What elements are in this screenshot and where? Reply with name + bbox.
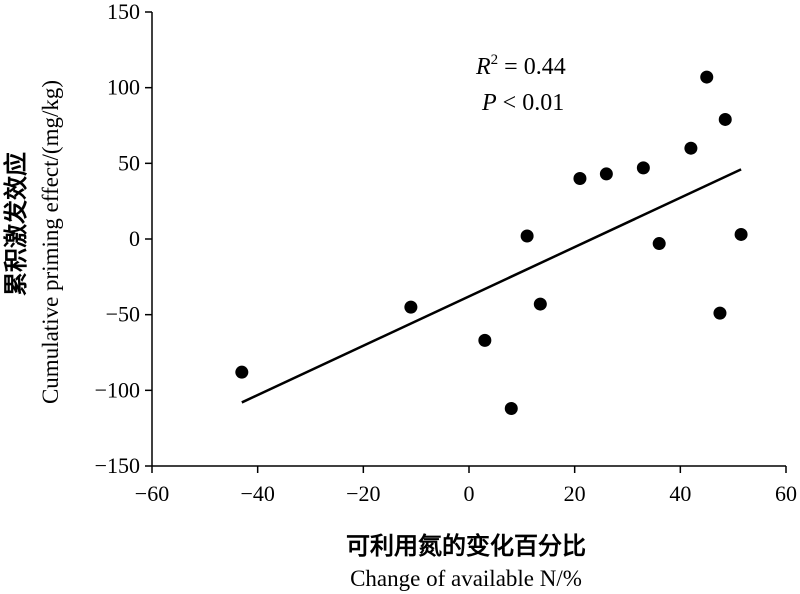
x-tick-label: 60 [775, 481, 797, 506]
data-point [533, 297, 547, 311]
x-axis-title-en: Change of available N/% [350, 566, 582, 591]
data-point [684, 141, 698, 155]
y-tick-label: 150 [107, 0, 140, 24]
y-tick-label: 0 [129, 226, 140, 251]
data-point [734, 227, 748, 241]
y-tick-label: 100 [107, 75, 140, 100]
data-point [718, 112, 732, 126]
r-symbol: R [475, 54, 491, 80]
trend-line-group [241, 168, 742, 404]
p-value-annotation: P < 0.01 [481, 90, 564, 116]
y-tick-label: −150 [95, 453, 140, 478]
x-ticks: −60 −40 −20 0 20 40 60 [135, 466, 797, 506]
data-point [404, 300, 418, 314]
data-point [652, 237, 666, 251]
x-tick-label: 20 [564, 481, 586, 506]
x-tick-label: −20 [346, 481, 380, 506]
data-point [235, 365, 249, 379]
y-tick-label: −100 [95, 377, 140, 402]
data-point [636, 161, 650, 175]
y-axis-title-en: Cumulative priming effect/(mg/kg) [38, 80, 63, 404]
p-value: < 0.01 [497, 90, 565, 116]
data-point [504, 401, 518, 415]
trend-line [241, 168, 742, 404]
x-axis-title-cn: 可利用氮的变化百分比 [346, 532, 586, 560]
y-ticks: −150 −100 −50 0 50 100 150 [95, 0, 152, 478]
r-value: = 0.44 [498, 54, 566, 80]
r-squared-annotation: R2 = 0.44 [475, 52, 566, 80]
x-tick-label: −40 [240, 481, 274, 506]
data-points [235, 70, 748, 415]
x-tick-label: 40 [669, 481, 691, 506]
data-point [573, 171, 587, 185]
data-point [478, 333, 492, 347]
data-point [700, 70, 714, 84]
x-tick-label: −60 [135, 481, 169, 506]
data-point [599, 167, 613, 181]
r-exponent: 2 [491, 52, 499, 68]
y-axis-title-cn: 累积激发效应 [2, 152, 30, 296]
x-tick-label: 0 [464, 481, 475, 506]
axes [151, 12, 786, 467]
data-point [520, 229, 534, 243]
data-point [713, 306, 727, 320]
y-tick-label: −50 [106, 302, 140, 327]
y-tick-label: 50 [118, 150, 140, 175]
p-symbol: P [481, 90, 497, 116]
